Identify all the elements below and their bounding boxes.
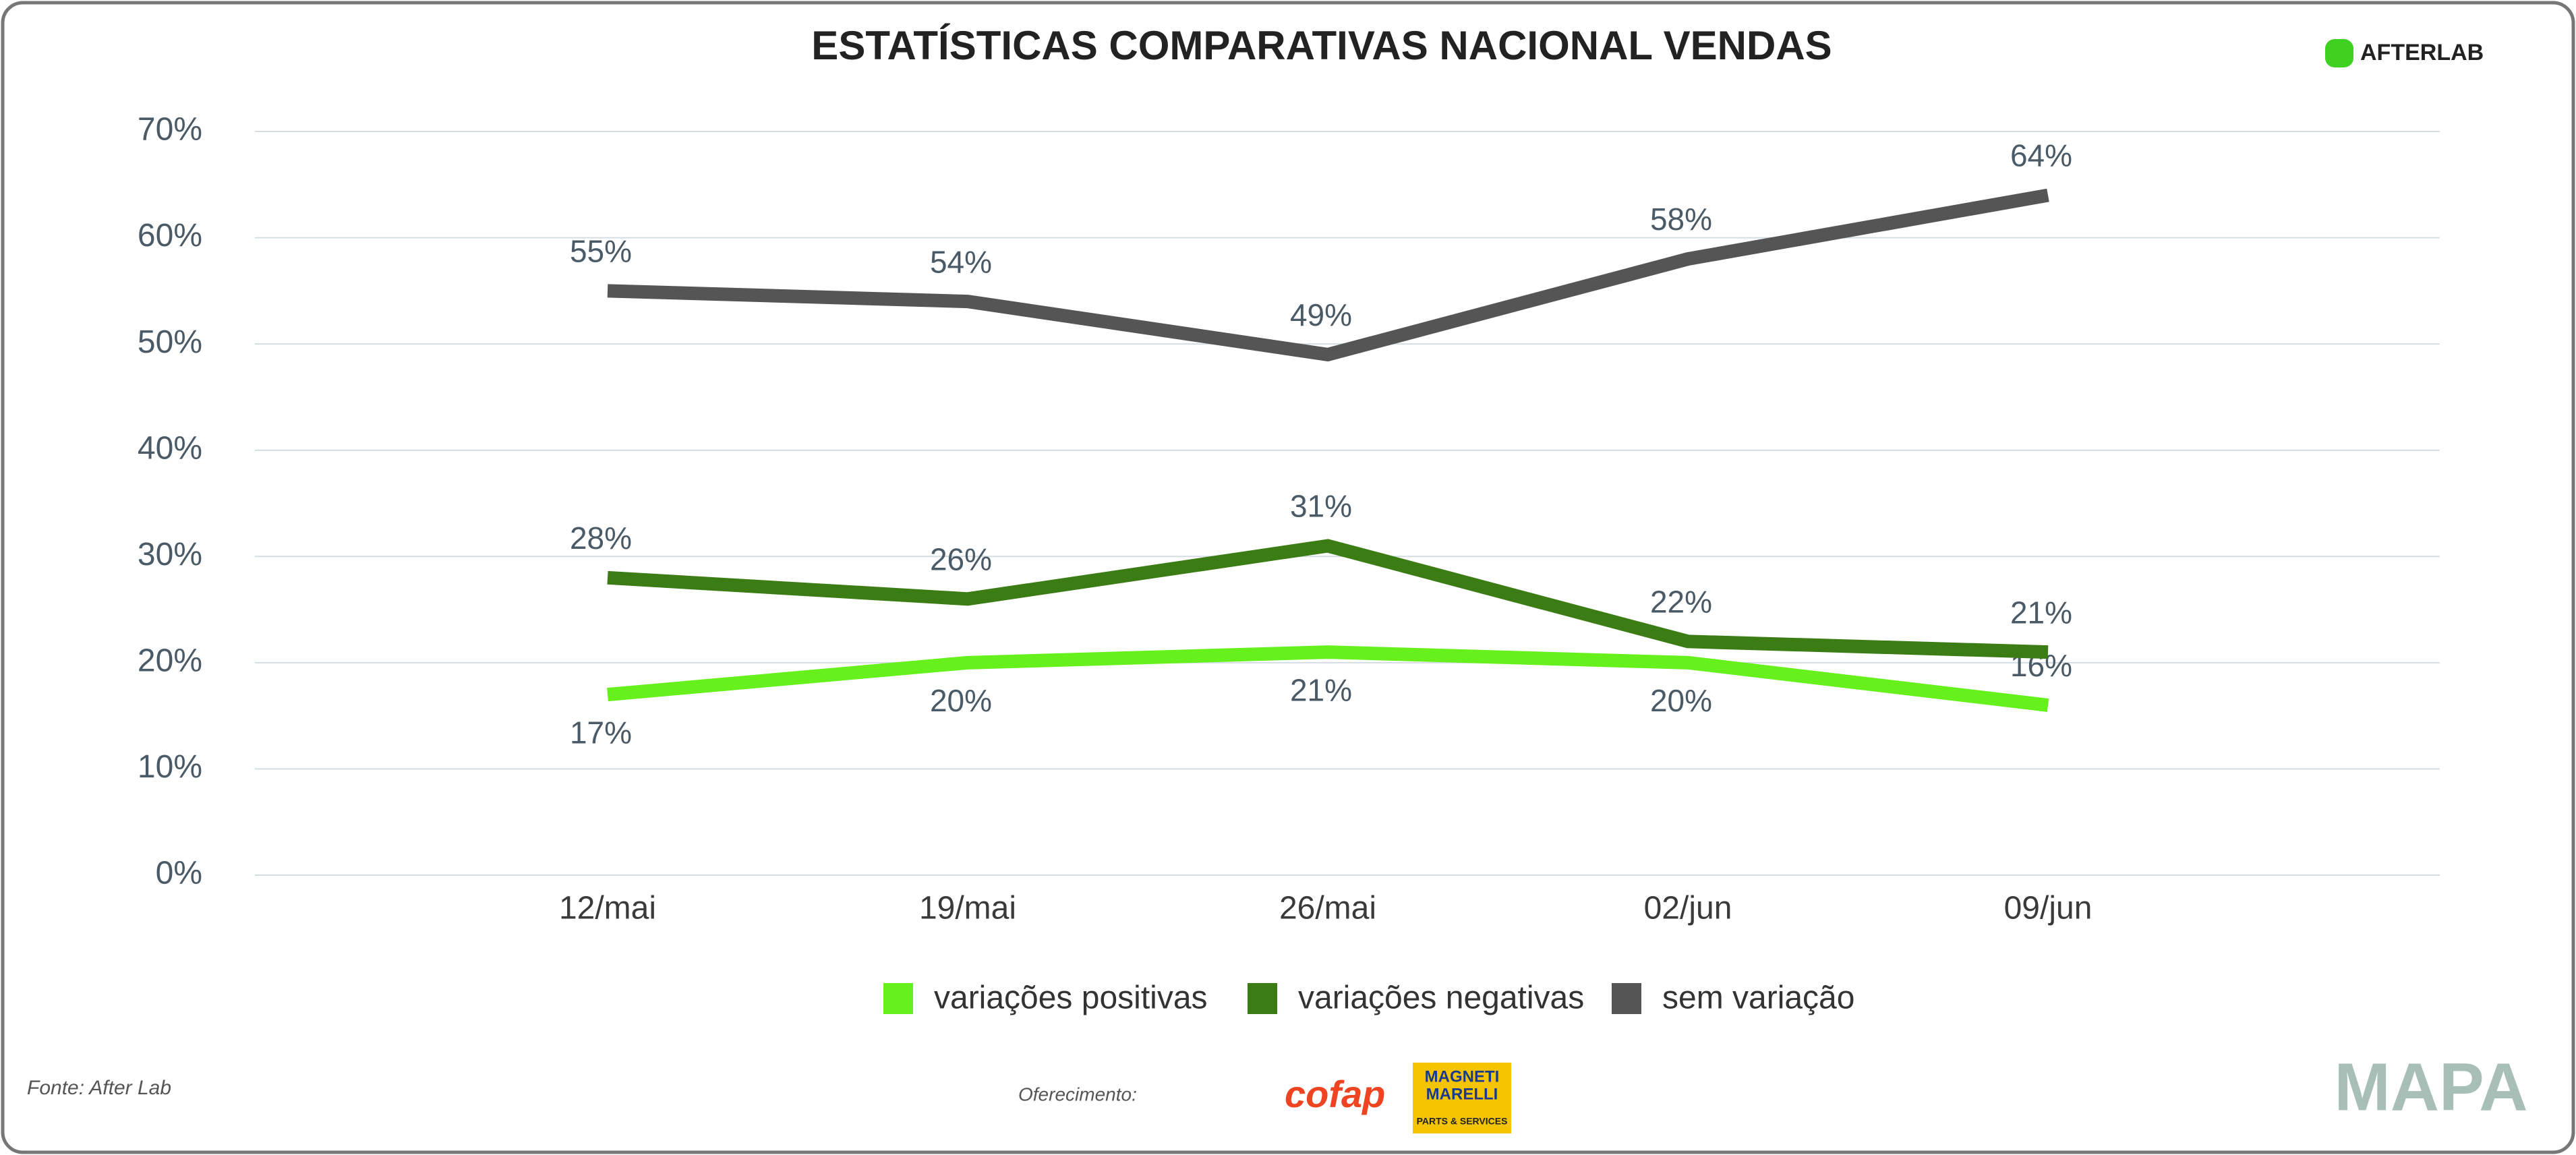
data-label: 26% [930, 541, 992, 576]
series-line [607, 539, 2049, 659]
sponsor-label: Oferecimento: [1018, 1084, 1137, 1104]
x-tick-label: 12/mai [559, 891, 656, 926]
x-tick-label: 19/mai [919, 891, 1016, 926]
legend-swatch [1248, 983, 1277, 1014]
brand: MAPA [2334, 1049, 2527, 1125]
logo-icon [2325, 39, 2353, 67]
data-label: 31% [1290, 489, 1352, 524]
sponsor-marelli: MARELLI [1426, 1085, 1498, 1103]
y-tick-label: 10% [138, 749, 202, 785]
y-tick-label: 40% [138, 430, 202, 466]
data-label: 55% [570, 234, 632, 269]
footer: Fonte: After Lab Oferecimento: cofap MAG… [27, 1049, 2528, 1133]
y-tick-label: 0% [156, 856, 202, 891]
legend-label: sem variação [1662, 980, 1854, 1016]
source: Fonte: After Lab [27, 1077, 171, 1099]
legend-swatch [1612, 983, 1641, 1014]
sponsor-badge [1413, 1063, 1511, 1133]
data-label: 22% [1650, 584, 1712, 619]
data-label: 20% [930, 683, 992, 718]
sponsor-marelli: PARTS & SERVICES [1417, 1116, 1508, 1127]
x-tick-label: 26/mai [1279, 891, 1376, 926]
data-label: 21% [2010, 595, 2072, 630]
y-tick-label: 60% [138, 218, 202, 254]
sponsor-cofap: cofap [1285, 1073, 1385, 1115]
y-tick-label: 70% [138, 112, 202, 148]
data-label: 21% [1290, 672, 1352, 707]
legend-label: variações negativas [1298, 980, 1584, 1016]
y-tick-label: 50% [138, 324, 202, 360]
series-line [607, 645, 2049, 712]
sponsor-marelli: MAGNETI [1425, 1067, 1500, 1086]
y-tick-label: 20% [138, 643, 202, 679]
chart-title: ESTATÍSTICAS COMPARATIVAS NACIONAL VENDA… [811, 23, 1832, 68]
y-tick-label: 30% [138, 537, 202, 572]
legend-swatch [883, 983, 913, 1014]
legend-label: variações positivas [934, 980, 1208, 1016]
data-label: 28% [570, 521, 632, 556]
logo: AFTERLAB [2360, 40, 2484, 65]
data-label: 54% [930, 244, 992, 279]
x-tick-label: 09/jun [2004, 891, 2092, 926]
series-line [607, 188, 2049, 362]
data-label: 49% [1290, 297, 1352, 332]
data-label: 64% [2010, 138, 2072, 173]
data-label: 58% [1650, 202, 1712, 237]
data-label: 17% [570, 715, 632, 750]
data-label: 20% [1650, 683, 1712, 718]
x-tick-label: 02/jun [1644, 891, 1732, 926]
